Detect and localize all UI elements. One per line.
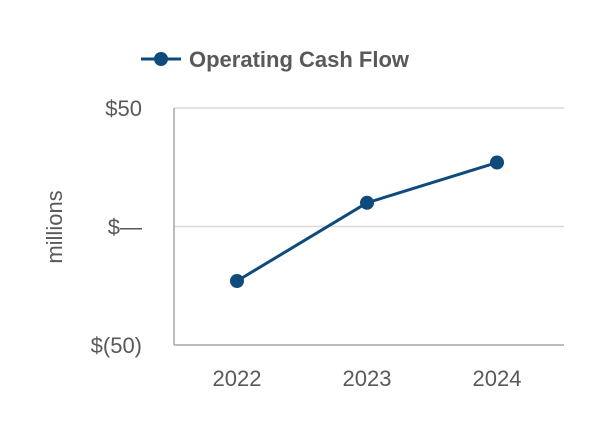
legend-dot-marker (154, 52, 168, 66)
x-tick-label: 2024 (473, 366, 522, 391)
data-point (490, 155, 504, 170)
series-operating-cash-flow (230, 155, 504, 289)
x-tick-label: 2023 (343, 366, 392, 391)
legend: Operating Cash Flow (141, 47, 410, 72)
grid-lines (174, 107, 564, 346)
y-tick-label: $(50) (91, 333, 142, 358)
y-tick-label: $50 (105, 96, 142, 121)
axes: $50 $— $(50) 2022 2023 2024 (91, 96, 522, 391)
data-point (360, 195, 374, 210)
y-axis-label: millions (42, 190, 67, 263)
y-tick-label: $— (108, 215, 142, 240)
legend-label: Operating Cash Flow (189, 47, 410, 72)
data-point (230, 274, 244, 289)
x-tick-label: 2022 (213, 366, 262, 391)
series-line (236, 161, 498, 283)
